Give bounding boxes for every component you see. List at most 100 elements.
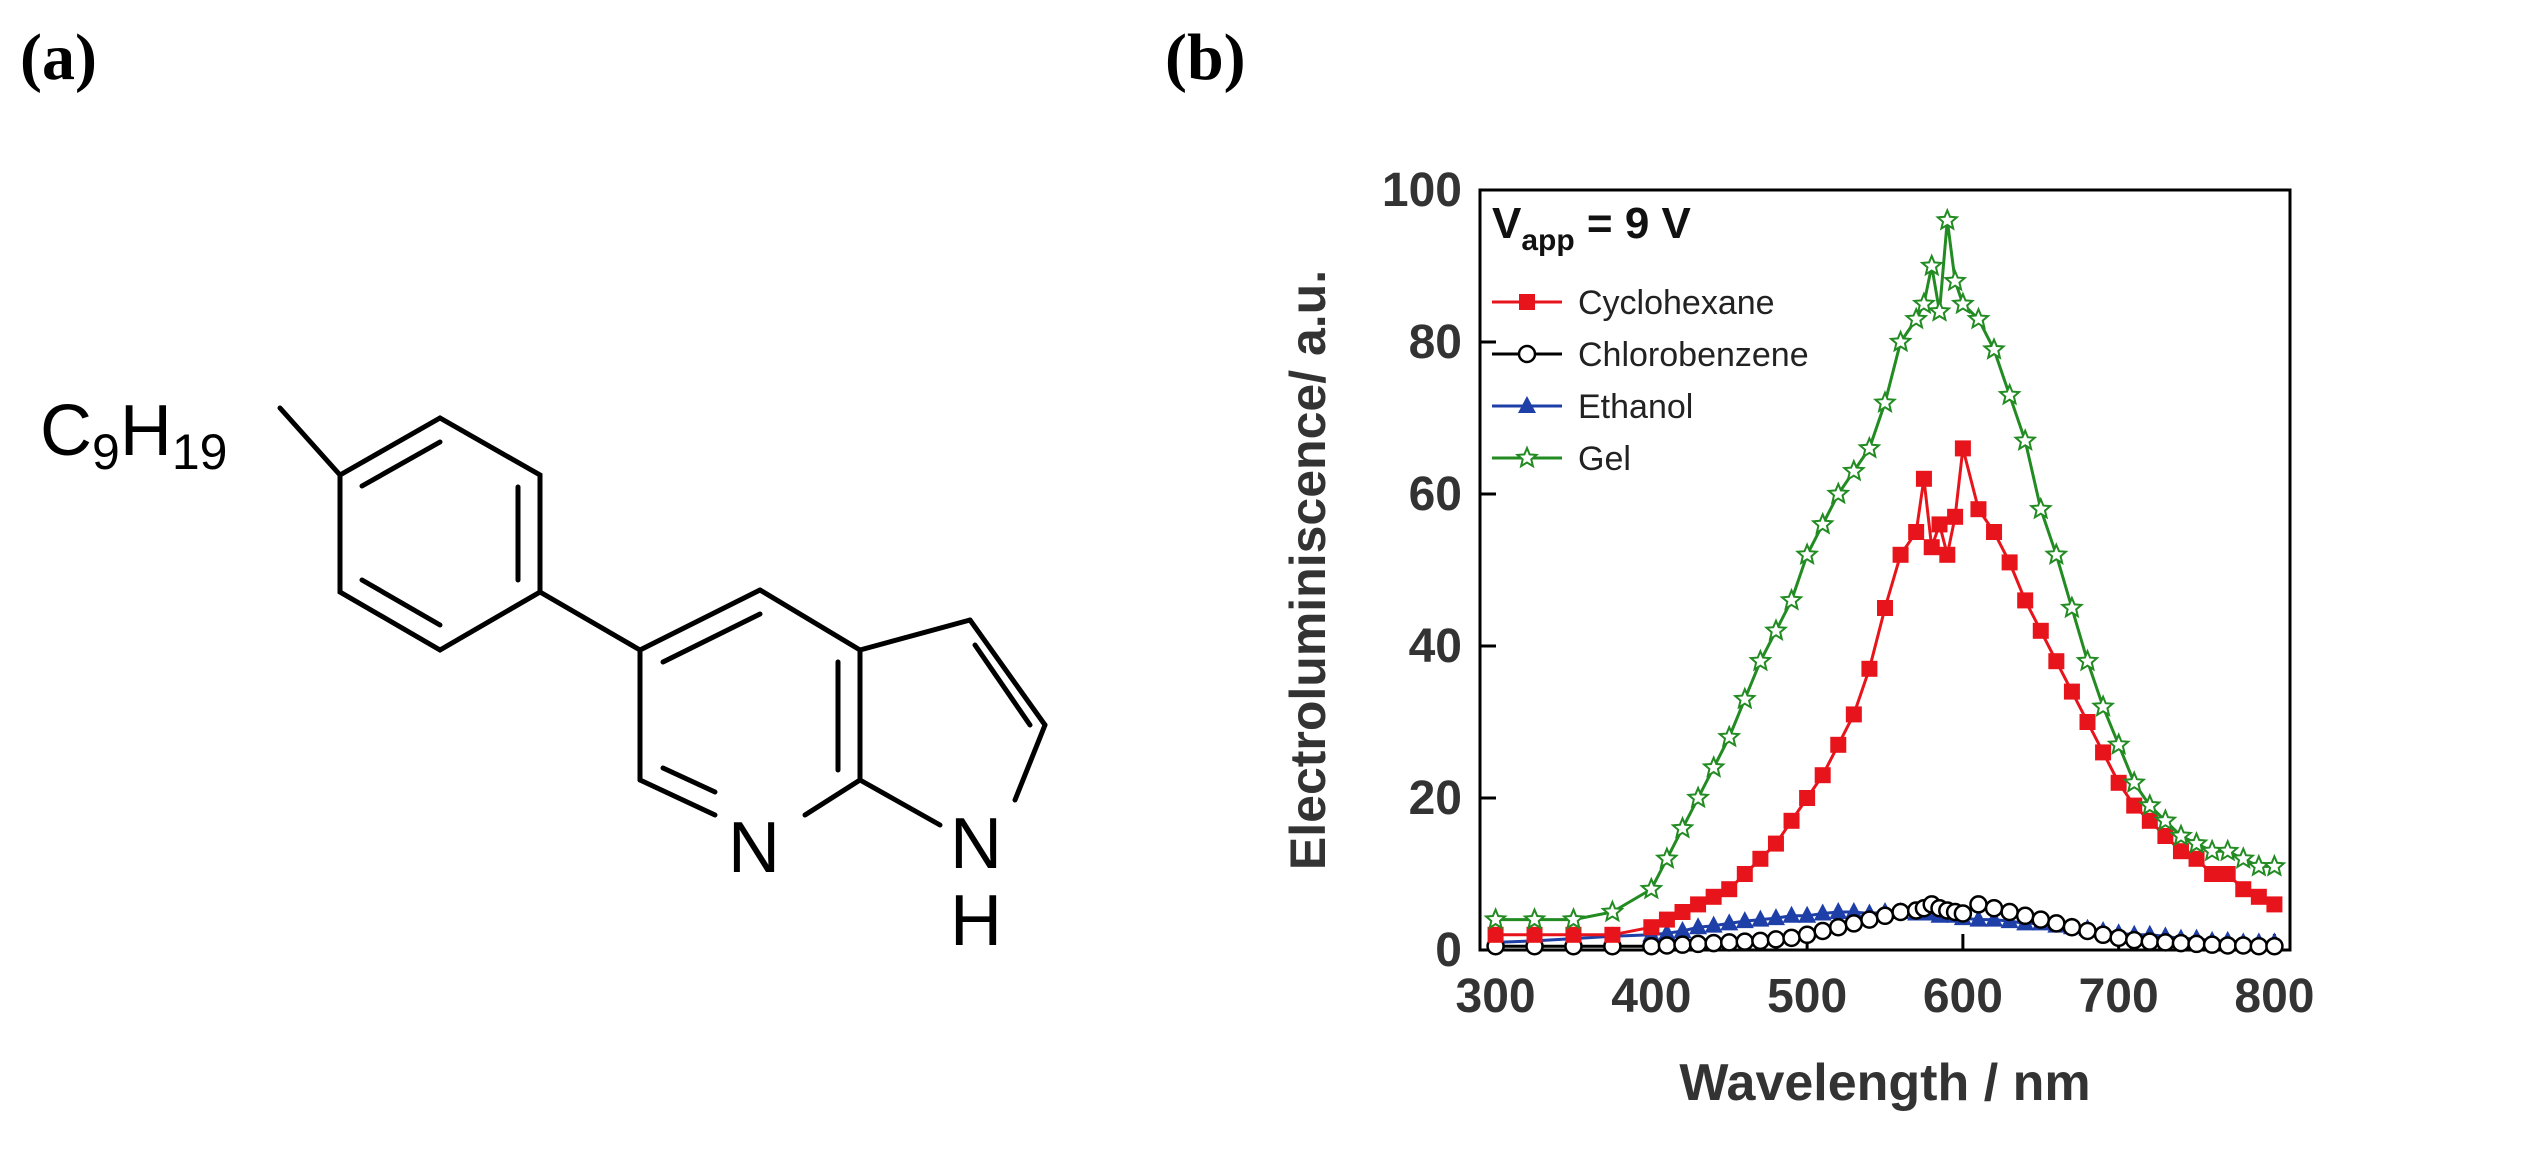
data-point-gel [1748, 648, 1773, 672]
legend-marker-ethanol [1518, 396, 1536, 413]
data-point-ethanol [1798, 905, 1817, 923]
data-point-chlorobenzene [2062, 917, 2082, 937]
data-point-gel [1966, 306, 1991, 330]
data-point-gel [2200, 838, 2225, 862]
plot-frame [1478, 188, 2292, 952]
data-point-cyclohexane [1877, 600, 1893, 616]
data-point-cyclohexane [1845, 706, 1862, 723]
data-point-chlorobenzene [2218, 936, 2237, 955]
y-tick-label: 20 [1409, 772, 1462, 825]
data-point-cyclohexane [2235, 881, 2252, 898]
data-point-gel [1701, 754, 1726, 778]
data-point-chlorobenzene [1719, 933, 1739, 952]
data-point-cyclohexane [2048, 653, 2065, 670]
atom-n-pyridine: N [728, 808, 780, 888]
data-point-cyclohexane [2188, 850, 2205, 867]
data-point-gel [2013, 428, 2038, 452]
data-point-chlorobenzene [1875, 906, 1895, 926]
data-point-chlorobenzene [2047, 914, 2066, 933]
data-point-ethanol [1766, 908, 1785, 926]
data-point-chlorobenzene [2171, 933, 2191, 953]
data-point-cyclohexane [1658, 911, 1675, 928]
data-point-gel [2137, 792, 2162, 816]
x-tick-label: 300 [1456, 970, 1536, 1023]
data-point-gel [1826, 481, 1851, 505]
y-tick-label: 60 [1409, 468, 1462, 521]
legend-marker-chlorobenzene [1517, 344, 1537, 364]
data-point-cyclohexane [1604, 926, 1621, 943]
data-point-gel [1904, 306, 1929, 330]
data-point-chlorobenzene [1953, 904, 1973, 923]
data-point-chlorobenzene [1704, 933, 1723, 953]
data-point-cyclohexane [1814, 767, 1831, 784]
data-point-cyclohexane [2017, 592, 2034, 609]
data-point-gel [1997, 382, 2022, 406]
data-point-gel [1873, 390, 1897, 414]
data-point-gel [1686, 785, 1711, 809]
data-point-cyclohexane [2266, 896, 2283, 913]
data-point-cyclohexane [1986, 524, 2003, 540]
series-line-cyclohexane [1495, 448, 2276, 937]
data-point-cyclohexane [1705, 888, 1722, 905]
data-point-chlorobenzene [2202, 935, 2222, 954]
data-point-gel [2075, 648, 2100, 672]
data-point-cyclohexane [2095, 744, 2112, 761]
data-point-cyclohexane [2172, 843, 2189, 860]
data-point-chlorobenzene [2140, 932, 2160, 951]
series-cyclohexane [1487, 440, 2283, 943]
data-point-chlorobenzene [1984, 898, 2004, 918]
atom-h-pyrrole: H [950, 881, 1002, 961]
data-point-ethanol [1657, 923, 1676, 941]
data-point-cyclohexane [2219, 866, 2236, 882]
data-point-chlorobenzene [1969, 895, 1988, 914]
data-point-chlorobenzene [2156, 933, 2175, 952]
x-tick-label: 600 [1923, 970, 2003, 1023]
data-point-chlorobenzene [1673, 935, 1692, 954]
data-point-cyclohexane [2079, 714, 2096, 730]
data-point-gel [1600, 899, 1625, 923]
y-tick-label: 0 [1435, 924, 1462, 977]
data-point-chlorobenzene [1751, 931, 1770, 951]
data-point-ethanol [1813, 903, 1832, 921]
data-point-gel [1795, 542, 1820, 566]
x-tick-label: 400 [1611, 970, 1691, 1023]
data-point-cyclohexane [1954, 440, 1971, 457]
data-point-ethanol [1829, 902, 1848, 919]
legend: Cyclohexane Chlorobenzene Ethanol Gel [1492, 284, 1809, 478]
data-point-gel [1919, 253, 1944, 277]
data-point-gel [1857, 435, 1882, 459]
data-point-cyclohexane [1643, 919, 1660, 936]
data-point-ethanol [1844, 902, 1863, 919]
data-point-chlorobenzene [1860, 910, 1879, 929]
data-point-chlorobenzene [1642, 936, 1661, 956]
data-point-gel [1841, 458, 1866, 482]
data-point-cyclohexane [2126, 797, 2143, 814]
data-point-gel [2215, 838, 2240, 862]
panel-a-label: (a) [20, 21, 97, 94]
data-point-cyclohexane [1923, 539, 1940, 556]
data-point-gel [2231, 846, 2256, 870]
data-point-cyclohexane [1931, 516, 1948, 533]
data-point-cyclohexane [1861, 660, 1878, 677]
legend-label-cyclohexane: Cyclohexane [1578, 284, 1775, 322]
panel-b-label: (b) [1165, 21, 1246, 94]
data-point-ethanol [1704, 915, 1723, 933]
data-point-gel [2106, 732, 2131, 756]
data-point-cyclohexane [1892, 546, 1909, 563]
data-point-gel [2184, 830, 2209, 854]
x-tick-label: 700 [2079, 970, 2159, 1023]
data-point-chlorobenzene [1735, 932, 1755, 951]
data-point-gel [1943, 268, 1968, 292]
data-point-cyclohexane [2032, 622, 2049, 639]
data-point-chlorobenzene [2187, 934, 2206, 954]
legend-label-gel: Gel [1578, 440, 1631, 478]
chemical-structure: C9H19 N N H [40, 391, 1048, 961]
data-point-chlorobenzene [1891, 902, 1910, 922]
data-point-chlorobenzene [2265, 936, 2284, 956]
data-point-cyclohexane [2141, 812, 2158, 829]
data-point-cyclohexane [1767, 835, 1784, 852]
data-point-cyclohexane [1970, 501, 1987, 518]
data-point-chlorobenzene [2015, 906, 2035, 926]
legend-label-ethanol: Ethanol [1578, 388, 1693, 426]
annotation-vapp: Vapp = 9 V [1492, 199, 1692, 257]
